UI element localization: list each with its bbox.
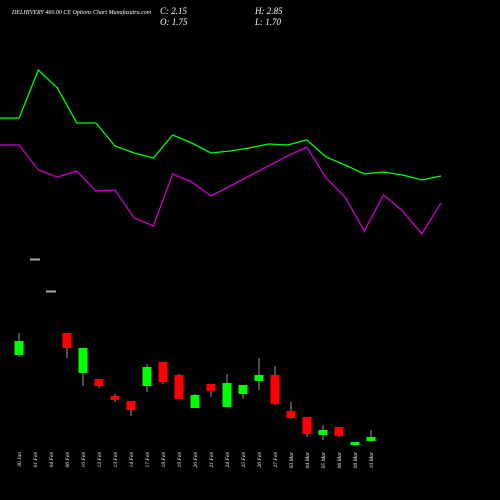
x-tick-label: 09 Mar xyxy=(353,451,359,468)
candle-body xyxy=(126,401,136,410)
x-tick-label: 06 Feb xyxy=(65,452,71,468)
x-tick-label: 10 Mar xyxy=(369,451,375,468)
line-series xyxy=(0,68,442,181)
low-label: L: 1.70 xyxy=(254,17,282,27)
candle-body xyxy=(270,375,280,404)
x-tick-label: 05 Mar xyxy=(321,451,327,468)
x-tick-label: 17 Feb xyxy=(145,452,151,468)
candle-body xyxy=(222,383,232,407)
candle-body xyxy=(366,437,376,441)
x-tick-label: 27 Feb xyxy=(273,452,279,468)
candle-body xyxy=(286,411,296,418)
x-tick-label: 24 Feb xyxy=(224,452,231,468)
candle-body xyxy=(142,367,152,386)
x-tick-label: 26 Feb xyxy=(257,452,263,468)
candle-body xyxy=(350,442,360,445)
candle-body xyxy=(302,417,312,434)
x-tick-label: 06 Mar xyxy=(337,451,343,468)
candle-body xyxy=(14,341,24,355)
x-tick-label: 25 Feb xyxy=(241,452,247,468)
candle-body xyxy=(254,375,264,381)
candle-body xyxy=(318,430,328,435)
candle-body xyxy=(78,348,88,373)
high-label: H: 2.85 xyxy=(254,6,283,16)
candle-body xyxy=(206,384,216,391)
line-series xyxy=(0,144,442,236)
x-tick-label: 12 Feb xyxy=(97,452,103,468)
candle-body xyxy=(190,395,200,408)
close-label: C: 2.15 xyxy=(160,6,188,16)
x-tick-label: 30 Jan xyxy=(17,452,23,468)
x-tick-label: 04 Feb xyxy=(48,452,55,468)
candle-body xyxy=(46,290,56,293)
candle-body xyxy=(238,385,248,394)
candle-body xyxy=(94,379,104,386)
x-tick-label: 01 Feb xyxy=(33,452,39,468)
x-tick-label: 13 Feb xyxy=(113,452,119,468)
open-label: O: 1.75 xyxy=(160,17,188,27)
x-tick-label: 04 Mar xyxy=(304,451,311,468)
x-tick-label: 14 Feb xyxy=(128,452,135,468)
candle-body xyxy=(158,362,168,382)
candle-body xyxy=(334,427,344,436)
candle-body xyxy=(62,333,72,348)
candle-body xyxy=(110,396,120,400)
x-tick-label: 21 Feb xyxy=(209,452,215,468)
candle-body xyxy=(30,258,40,261)
chart-title: DELHIVERY 460.00 CE Options Chart Munafa… xyxy=(11,9,152,16)
candle-body xyxy=(174,375,184,399)
x-tick-label: 10 Feb xyxy=(81,452,87,468)
x-tick-label: 03 Mar xyxy=(289,451,295,468)
x-tick-label: 20 Feb xyxy=(193,452,199,468)
x-tick-label: 18 Feb xyxy=(161,452,167,468)
x-tick-label: 19 Feb xyxy=(177,452,183,468)
